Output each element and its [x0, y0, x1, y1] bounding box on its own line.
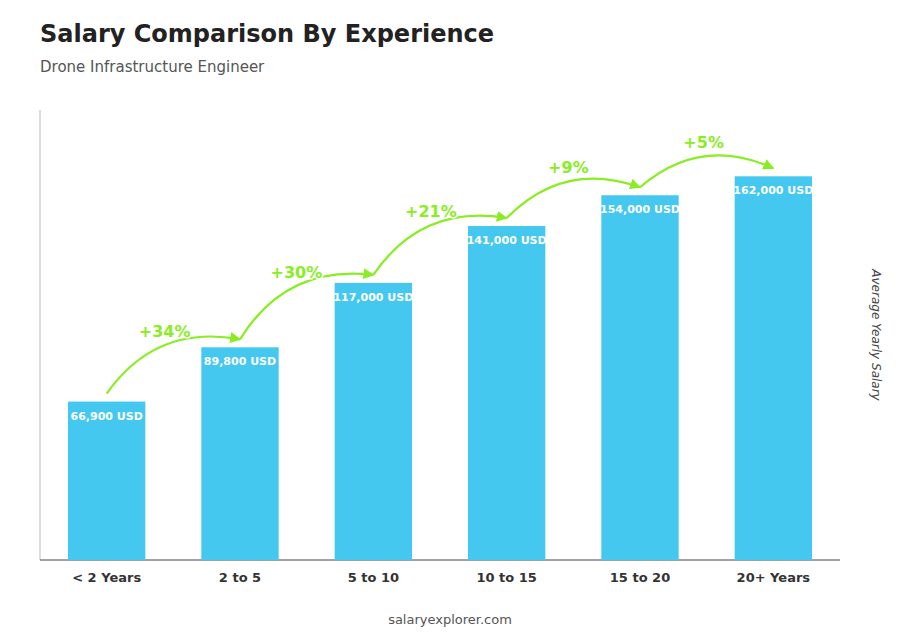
bar	[335, 283, 412, 560]
footer: salaryexplorer.com	[388, 612, 512, 627]
change-arrow	[240, 274, 373, 340]
bar	[68, 402, 145, 560]
y-axis-line	[40, 110, 41, 560]
chart: Salary Comparison By Experience Drone Inf…	[0, 0, 900, 641]
change-label: +30%	[271, 263, 323, 282]
bars	[68, 176, 812, 560]
x-tick-label: 10 to 15	[476, 570, 536, 585]
x-tick-label: 5 to 10	[348, 570, 399, 585]
data-label: 66,900 USD	[71, 410, 143, 423]
bar	[201, 347, 278, 560]
bar	[601, 195, 678, 560]
bar	[735, 176, 812, 560]
subtitle: Drone Infrastructure Engineer	[40, 58, 265, 76]
x-tick-label: < 2 Years	[72, 570, 141, 585]
change-label: +21%	[405, 202, 457, 221]
x-tick-label: 20+ Years	[737, 570, 811, 585]
change-label: +9%	[548, 158, 589, 177]
bar	[468, 226, 545, 560]
x-tick-label: 2 to 5	[219, 570, 261, 585]
y-axis-label: Average Yearly Salary	[869, 268, 883, 401]
x-axis-line	[40, 560, 840, 561]
data-label: 141,000 USD	[467, 234, 547, 247]
title: Salary Comparison By Experience	[40, 20, 494, 48]
data-label: 154,000 USD	[600, 203, 680, 216]
annotations: +34% +30% +21% +9% +5%	[107, 133, 774, 393]
x-tick-label: 15 to 20	[610, 570, 670, 585]
change-arrow	[107, 336, 240, 393]
data-label: 117,000 USD	[333, 291, 413, 304]
change-arrow	[640, 155, 773, 187]
change-arrow	[373, 216, 506, 275]
change-label: +5%	[683, 133, 724, 152]
data-label: 89,800 USD	[204, 355, 276, 368]
chart-container: Salary Comparison By Experience Drone Inf…	[0, 0, 900, 641]
data-label: 162,000 USD	[733, 184, 813, 197]
change-label: +34%	[139, 322, 191, 341]
change-arrow	[507, 179, 640, 219]
